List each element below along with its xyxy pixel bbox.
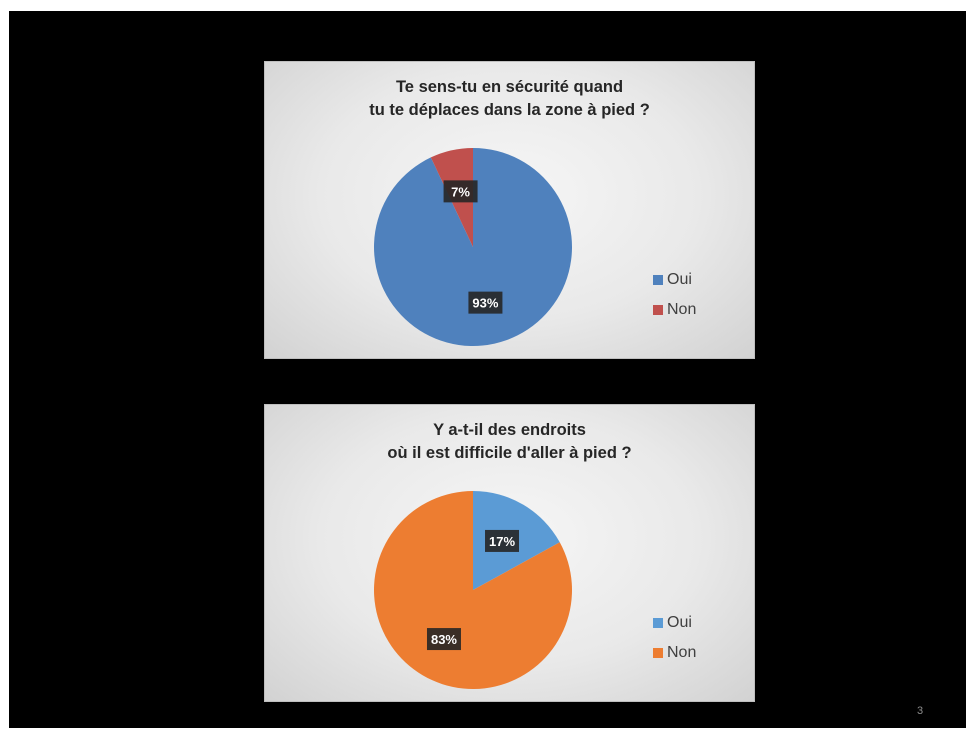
legend-label: Oui	[667, 271, 692, 288]
legend-item-oui: Oui	[653, 265, 715, 295]
chart-title: Te sens-tu en sécurité quand tu te dépla…	[369, 78, 650, 119]
pie-chart-svg: 17% 83%	[374, 491, 572, 689]
pie-data-label: 17%	[485, 529, 520, 552]
data-label-text: 7%	[451, 184, 470, 199]
pie-data-label: 7%	[443, 180, 478, 203]
page-number: 3	[917, 705, 924, 717]
chart-panel-safety: Te sens-tu en sécurité quand tu te dépla…	[264, 61, 755, 359]
chart-title: Y a-t-il des endroits où il est difficil…	[387, 421, 632, 462]
pie-slice-non	[374, 491, 572, 689]
legend-label: Non	[667, 644, 697, 661]
legend-label: Oui	[667, 614, 692, 631]
pie-data-label: 93%	[468, 291, 503, 314]
pie-chart-svg: 93% 7%	[374, 148, 572, 346]
legend-item-oui: Oui	[653, 608, 715, 638]
legend-item-non: Non	[653, 638, 715, 668]
data-label-box	[426, 628, 461, 651]
data-label-text: 17%	[489, 534, 515, 549]
legend-swatch	[653, 648, 663, 658]
data-label-text: 93%	[472, 296, 498, 311]
chart-legend: Oui Non	[653, 608, 715, 668]
chart-legend: Oui Non	[653, 265, 715, 325]
pie-data-label: 83%	[426, 628, 461, 651]
legend-swatch	[653, 305, 663, 315]
data-label-box	[443, 180, 478, 203]
data-label-box	[485, 529, 520, 552]
legend-item-non: Non	[653, 295, 715, 325]
slide-background: Te sens-tu en sécurité quand tu te dépla…	[9, 11, 966, 728]
legend-label: Non	[667, 301, 697, 318]
legend-swatch	[653, 275, 663, 285]
data-label-box	[468, 291, 503, 314]
legend-swatch	[653, 618, 663, 628]
data-label-text: 83%	[431, 632, 457, 647]
chart-panel-difficult-places: Y a-t-il des endroits où il est difficil…	[264, 404, 755, 702]
